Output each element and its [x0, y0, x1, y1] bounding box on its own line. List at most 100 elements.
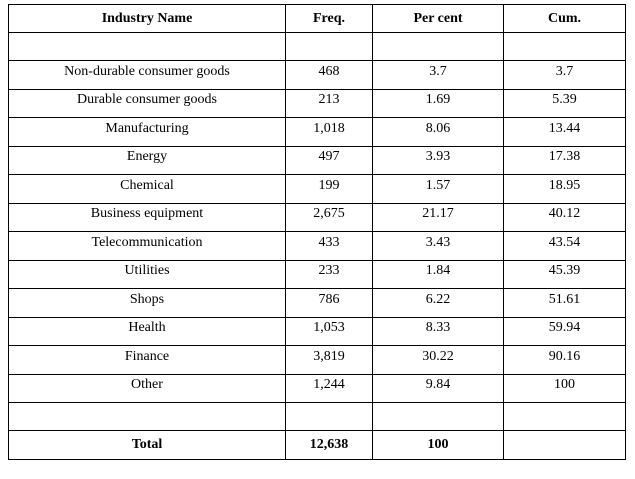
table-row: Telecommunication 433 3.43 43.54 — [8, 231, 626, 261]
industry-name-cell: Durable consumer goods — [8, 88, 286, 118]
industry-name-cell: Non-durable consumer goods — [8, 60, 286, 90]
per-cent-cell: 3.93 — [372, 145, 504, 175]
industry-name: Chemical — [120, 177, 174, 193]
freq-cell: 497 — [285, 145, 373, 175]
empty-cell — [372, 32, 504, 61]
table-row: Business equipment 2,675 21.17 40.12 — [8, 202, 626, 232]
per-cent-value: 1.57 — [425, 177, 451, 193]
freq-cell: 1,018 — [285, 117, 373, 147]
per-cent-cell: 9.84 — [372, 373, 504, 403]
cum-cell: 45.39 — [503, 259, 626, 289]
total-freq: 12,638 — [285, 430, 373, 460]
industry-name-cell: Finance — [8, 345, 286, 375]
industry-name-cell: Shops — [8, 288, 286, 318]
table-header-row: Industry Name Freq. Per cent Cum. — [8, 4, 626, 33]
cum-value: 90.16 — [548, 348, 581, 364]
table-row: Chemical 199 1.57 18.95 — [8, 174, 626, 204]
freq-cell: 233 — [285, 259, 373, 289]
freq-value: 1,244 — [313, 377, 345, 393]
per-cent-value: 8.06 — [425, 120, 451, 136]
cum-cell: 51.61 — [503, 288, 626, 318]
cum-value: 51.61 — [548, 291, 581, 307]
empty-cell — [285, 402, 373, 431]
freq-value: 1,053 — [313, 320, 345, 336]
cum-value: 40.12 — [548, 206, 581, 222]
industry-name: Other — [131, 377, 163, 393]
per-cent-cell: 8.33 — [372, 316, 504, 346]
freq-cell: 213 — [285, 88, 373, 118]
empty-cell — [285, 32, 373, 61]
cum-cell: 17.38 — [503, 145, 626, 175]
cum-cell: 100 — [503, 373, 626, 403]
per-cent-cell: 3.43 — [372, 231, 504, 261]
per-cent-value: 3.93 — [425, 149, 451, 165]
freq-cell: 3,819 — [285, 345, 373, 375]
total-per-cent: 100 — [372, 430, 504, 460]
table-row: Durable consumer goods 213 1.69 5.39 — [8, 88, 626, 118]
empty-cell — [8, 32, 286, 61]
freq-value: 468 — [318, 63, 340, 79]
per-cent-value: 6.22 — [425, 291, 451, 307]
freq-value: 3,819 — [313, 348, 345, 364]
freq-value: 213 — [318, 92, 340, 108]
cum-value: 43.54 — [548, 234, 581, 250]
freq-value: 1,018 — [313, 120, 345, 136]
per-cent-cell: 21.17 — [372, 202, 504, 232]
per-cent-value: 1.84 — [425, 263, 451, 279]
per-cent-value: 8.33 — [425, 320, 451, 336]
table-row: Manufacturing 1,018 8.06 13.44 — [8, 117, 626, 147]
empty-row-top — [8, 32, 626, 61]
per-cent-cell: 6.22 — [372, 288, 504, 318]
cum-cell: 3.7 — [503, 60, 626, 90]
industry-name-cell: Telecommunication — [8, 231, 286, 261]
cum-cell: 90.16 — [503, 345, 626, 375]
per-cent-cell: 1.69 — [372, 88, 504, 118]
cum-value: 3.7 — [555, 63, 574, 79]
cum-cell: 59.94 — [503, 316, 626, 346]
cum-value: 13.44 — [548, 120, 581, 136]
cum-cell: 18.95 — [503, 174, 626, 204]
cum-cell: 13.44 — [503, 117, 626, 147]
per-cent-value: 1.69 — [425, 92, 451, 108]
cum-cell: 43.54 — [503, 231, 626, 261]
freq-cell: 786 — [285, 288, 373, 318]
freq-value: 199 — [318, 177, 340, 193]
industry-name: Finance — [124, 348, 170, 364]
industry-name: Utilities — [124, 263, 170, 279]
table-row: Other 1,244 9.84 100 — [8, 373, 626, 403]
per-cent-value: 3.7 — [429, 63, 447, 79]
table-row: Shops 786 6.22 51.61 — [8, 288, 626, 318]
per-cent-cell: 8.06 — [372, 117, 504, 147]
per-cent-value: 9.84 — [425, 377, 451, 393]
empty-cell — [503, 402, 626, 431]
header-per-cent: Per cent — [372, 4, 504, 33]
per-cent-value: 3.43 — [425, 234, 451, 250]
industry-name: Durable consumer goods — [77, 92, 217, 108]
empty-row-bottom — [8, 402, 626, 431]
per-cent-value: 21.17 — [422, 206, 454, 222]
cum-value: 5.39 — [552, 92, 577, 108]
industry-name: Shops — [129, 291, 165, 307]
empty-cell — [372, 402, 504, 431]
per-cent-cell: 3.7 — [372, 60, 504, 90]
freq-value: 786 — [318, 291, 340, 307]
freq-value: 433 — [318, 234, 340, 250]
freq-cell: 1,244 — [285, 373, 373, 403]
industry-frequency-table: Industry Name Freq. Per cent Cum. Non-du… — [8, 4, 626, 460]
total-label: Total — [8, 430, 286, 460]
per-cent-value: 30.22 — [422, 348, 454, 364]
cum-value: 17.38 — [548, 149, 581, 165]
table-row: Non-durable consumer goods 468 3.7 3.7 — [8, 60, 626, 90]
industry-name: Non-durable consumer goods — [64, 63, 230, 79]
empty-cell — [503, 32, 626, 61]
freq-cell: 468 — [285, 60, 373, 90]
table-row: Finance 3,819 30.22 90.16 — [8, 345, 626, 375]
freq-value: 497 — [318, 149, 340, 165]
per-cent-cell: 30.22 — [372, 345, 504, 375]
total-row: Total 12,638 100 — [8, 430, 626, 460]
industry-name-cell: Energy — [8, 145, 286, 175]
industry-name: Telecommunication — [91, 234, 203, 250]
cum-cell: 40.12 — [503, 202, 626, 232]
freq-cell: 433 — [285, 231, 373, 261]
freq-value: 233 — [318, 263, 340, 279]
